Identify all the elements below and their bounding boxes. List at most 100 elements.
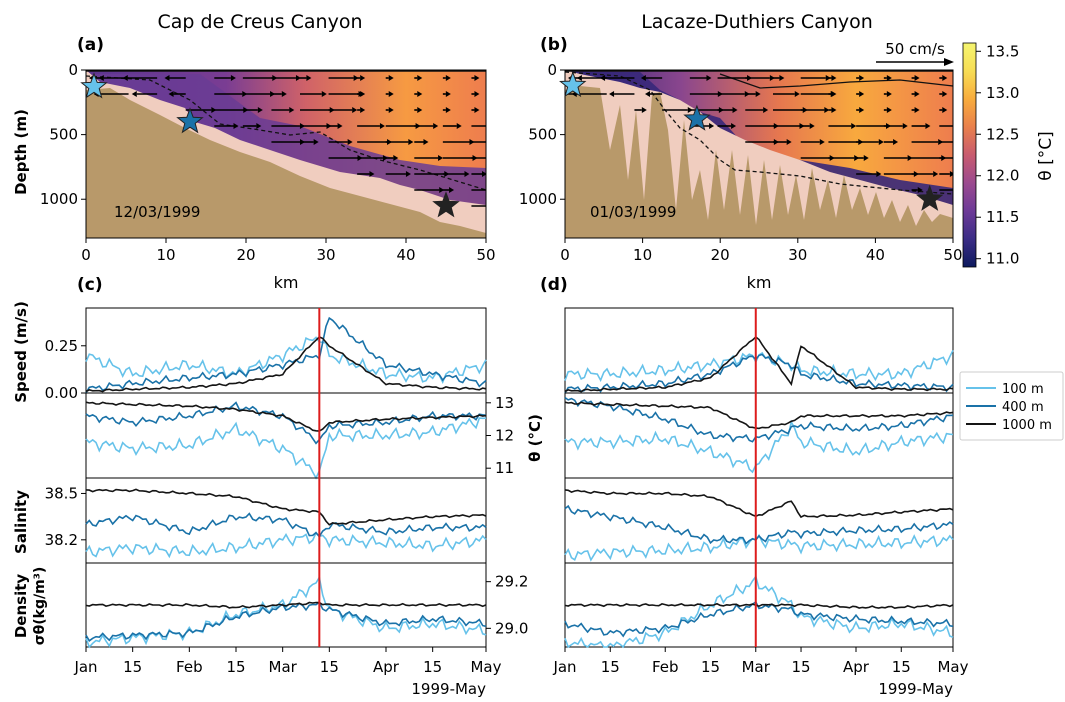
colorbar-tick-label: 12.0 xyxy=(986,167,1019,185)
ts-y-tick-label: 0.25 xyxy=(45,337,78,355)
x-tick-label: 50 xyxy=(476,246,495,264)
ylabel-depth: Depth (m) xyxy=(12,109,30,195)
ts-y-tick-label: 11 xyxy=(495,459,514,477)
series-line-400m xyxy=(86,318,486,393)
colorbar-tick-label: 13.0 xyxy=(986,84,1019,102)
y-tick-label: 500 xyxy=(528,126,557,144)
ts-y-tick-label: 0.00 xyxy=(45,384,78,402)
y-tick-label: 0 xyxy=(547,61,557,79)
quiver-key-head xyxy=(944,58,954,66)
ylabel-density: Density xyxy=(12,574,30,639)
ts-x-tick-label: Feb xyxy=(652,658,679,676)
ylabel-theta: θ (°C) xyxy=(526,414,544,462)
ts-x-tick-label: 15 xyxy=(892,658,911,676)
panel-b-title: Lacaze-Duthiers Canyon xyxy=(641,11,873,33)
panel-a-title: Cap de Creus Canyon xyxy=(158,11,363,33)
colorbar-label: θ [°C] xyxy=(1036,131,1056,180)
legend: 100 m 400 m 1000 m xyxy=(960,372,1063,440)
x-tick-label: 0 xyxy=(560,246,570,264)
ylabel-salinity: Salinity xyxy=(12,490,30,554)
series-line-1000m xyxy=(565,402,953,428)
x-tick-label: 40 xyxy=(396,246,415,264)
colorbar-gradient xyxy=(963,43,976,267)
series-line-400m xyxy=(565,398,953,442)
legend-label-1000: 1000 m xyxy=(1002,418,1052,433)
date-a: 12/03/1999 xyxy=(114,203,200,221)
ts-x-tick-label: 15 xyxy=(791,658,810,676)
x-tick-label: 30 xyxy=(316,246,335,264)
velocity-arrow-head xyxy=(500,123,505,129)
ts-x-tick-label: Apr xyxy=(373,658,400,676)
panel-c-letter: (c) xyxy=(77,275,103,295)
x-tick-label: 30 xyxy=(788,246,807,264)
ts-x-tick-label: 15 xyxy=(423,658,442,676)
colorbar-tick-label: 12.5 xyxy=(986,125,1019,143)
ts-x-tick-label: 15 xyxy=(701,658,720,676)
ts-x-tick-label: Mar xyxy=(742,658,771,676)
timeseries-d: Jan 15 Feb 15 Mar 15 Apr 15 May xyxy=(552,308,968,676)
ts-y-tick-label: 29.2 xyxy=(495,573,528,591)
legend-label-100: 100 m xyxy=(1002,382,1044,397)
x-tick-label: 20 xyxy=(711,246,730,264)
ts-x-tick-label: Jan xyxy=(73,658,97,676)
ylabel-sigma: σθ(kg/m³) xyxy=(32,567,48,645)
x-tick-label: 0 xyxy=(81,246,91,264)
series-line-400m xyxy=(86,403,486,444)
y-tick-label: 1000 xyxy=(519,190,557,208)
colorbar: 11.0 11.5 12.0 12.5 13.0 13.5 θ [°C] xyxy=(963,42,1056,267)
xsuffix-d: 1999-May xyxy=(878,680,953,698)
velocity-arrow-head xyxy=(957,155,962,161)
series-line-100m xyxy=(565,422,953,472)
series-line-100m xyxy=(86,577,486,647)
panel-d-letter: (d) xyxy=(540,275,568,295)
xlabel-km-b: km xyxy=(747,273,772,292)
series-line-1000m xyxy=(565,490,953,517)
panel-a-letter: (a) xyxy=(77,35,104,55)
ts-x-tick-label: May xyxy=(470,658,501,676)
y-tick-label: 500 xyxy=(49,126,78,144)
series-line-100m xyxy=(86,418,486,478)
velocity-arrow-head xyxy=(553,91,558,97)
ts-y-tick-label: 13 xyxy=(495,394,514,412)
ts-y-tick-label: 29.0 xyxy=(495,619,528,637)
colorbar-tick-label: 11.5 xyxy=(986,208,1019,226)
panel-b-letter: (b) xyxy=(540,35,568,55)
velocity-arrow-head xyxy=(496,187,501,193)
timeseries-c: 0.25 0.00 13 12 11 38.5 38.2 29.2 29.0 Jan 15 Feb 15… xyxy=(45,308,529,676)
colorbar-tick-label: 11.0 xyxy=(986,250,1019,268)
ylabel-speed: Speed (m/s) xyxy=(12,301,30,403)
series-line-100m xyxy=(86,533,486,557)
ts-y-tick-label: 38.5 xyxy=(45,484,78,502)
colorbar-tick-label: 13.5 xyxy=(986,42,1019,60)
date-b: 01/03/1999 xyxy=(590,203,676,221)
xsuffix-c: 1999-May xyxy=(411,680,486,698)
x-tick-label: 20 xyxy=(236,246,255,264)
quiver-key-label: 50 cm/s xyxy=(885,40,945,58)
x-tick-label: 10 xyxy=(633,246,652,264)
quiver-key: 50 cm/s xyxy=(876,40,954,66)
velocity-arrow-head xyxy=(489,155,494,161)
velocity-arrow-head xyxy=(501,203,506,209)
ts-x-tick-label: 15 xyxy=(226,658,245,676)
ts-x-tick-label: 15 xyxy=(320,658,339,676)
legend-label-400: 400 m xyxy=(1002,400,1044,415)
x-tick-label: 10 xyxy=(156,246,175,264)
x-tick-label: 40 xyxy=(866,246,885,264)
y-tick-label: 0 xyxy=(68,61,78,79)
ts-x-tick-label: Feb xyxy=(176,658,203,676)
y-tick-label: 1000 xyxy=(40,190,78,208)
ts-y-tick-label: 38.2 xyxy=(45,531,78,549)
ts-x-tick-label: 15 xyxy=(123,658,142,676)
ts-x-tick-label: Mar xyxy=(269,658,298,676)
colorbar-ticks: 11.0 11.5 12.0 12.5 13.0 13.5 xyxy=(976,42,1019,267)
ts-x-tick-label: May xyxy=(937,658,968,676)
ts-band-frame xyxy=(565,308,953,393)
ts-x-tick-label: Apr xyxy=(843,658,870,676)
ts-x-tick-label: 15 xyxy=(601,658,620,676)
series-line-100m xyxy=(565,535,953,560)
x-tick-label: 50 xyxy=(943,246,962,264)
ts-x-tick-label: Jan xyxy=(552,658,576,676)
velocity-arrow-head xyxy=(500,139,505,145)
ts-y-tick-label: 12 xyxy=(495,427,514,445)
